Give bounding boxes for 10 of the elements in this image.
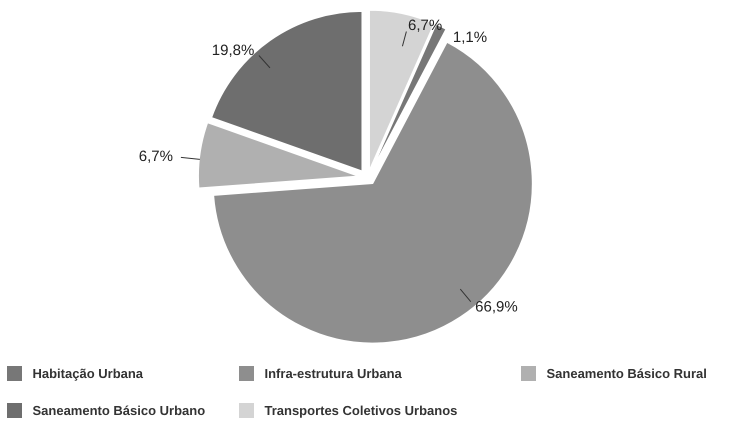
legend-label: Transportes Coletivos Urbanos	[264, 403, 458, 418]
legend-label: Saneamento Básico Urbano	[32, 403, 206, 418]
legend-label: Infra-estrutura Urbana	[264, 366, 403, 381]
data-label: 6,7%	[138, 148, 173, 166]
data-label: 1,1%	[452, 28, 488, 46]
data-label: 6,7%	[408, 16, 442, 34]
legend-label: Habitação Urbana	[32, 366, 144, 381]
legend-label: Saneamento Básico Rural	[546, 366, 707, 381]
data-label: 66,9%	[475, 298, 518, 316]
data-label: 19,8%	[212, 42, 254, 59]
